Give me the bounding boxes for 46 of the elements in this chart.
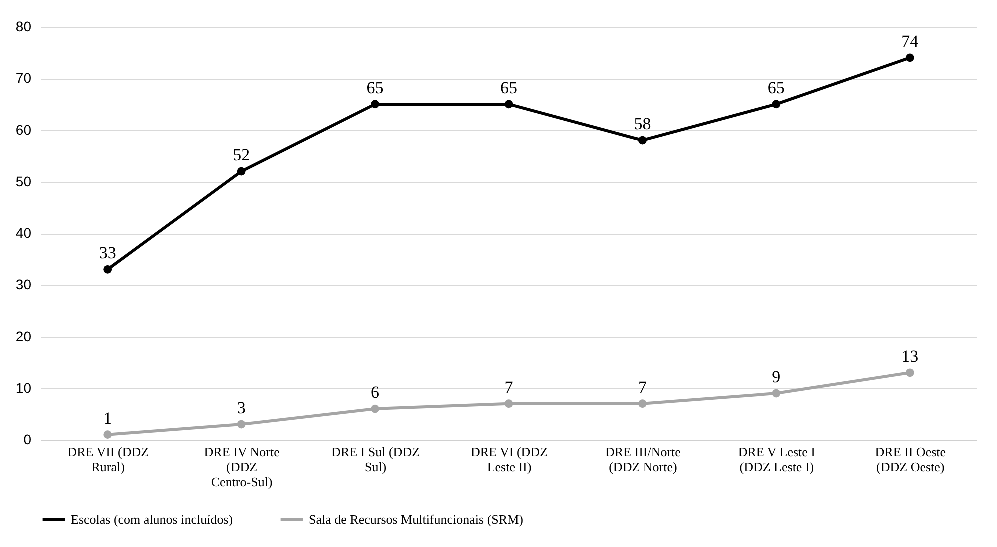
y-tick-label: 30 — [16, 276, 32, 293]
point — [504, 100, 514, 109]
y-tick-label: 50 — [16, 173, 32, 190]
point — [638, 400, 647, 408]
x-tick-label: DRE I Sul (DDZ Sul) — [332, 444, 420, 474]
x-tick-label: DRE II Oeste (DDZ Oeste) — [875, 444, 946, 474]
point — [237, 167, 246, 176]
y-tick-label: 60 — [16, 122, 32, 138]
y-tick-label: 70 — [16, 70, 32, 86]
data-label: 9 — [772, 368, 781, 387]
data-label: 3 — [237, 398, 246, 418]
data-label: 65 — [500, 78, 518, 98]
y-tick-label: 80 — [16, 18, 32, 34]
data-label: 7 — [638, 378, 648, 397]
point — [104, 430, 112, 440]
x-tick-label: DRE V Leste I (DDZ Leste I) — [738, 444, 816, 474]
data-label: 13 — [902, 346, 919, 366]
point — [906, 54, 914, 62]
data-label: 58 — [634, 114, 652, 134]
data-label: 1 — [104, 408, 112, 428]
point — [237, 420, 246, 429]
x-tick-label: DRE IV Norte (DDZ Centro-Sul) — [204, 444, 280, 490]
data-label: 7 — [504, 378, 514, 397]
y-tick-label: 10 — [16, 380, 32, 396]
data-label: 65 — [768, 78, 785, 98]
x-tick-label: DRE III/Norte (DDZ Norte) — [605, 444, 682, 474]
y-tick-label: 20 — [16, 328, 32, 344]
data-label: 52 — [233, 146, 250, 165]
point — [371, 100, 380, 109]
point — [504, 400, 514, 408]
data-label: 65 — [366, 78, 384, 98]
legend-label: Escolas (com alunos incluídos) — [71, 512, 234, 527]
x-tick-label: DRE VI (DDZ Leste II) — [470, 444, 548, 474]
point — [371, 404, 380, 414]
point — [772, 100, 781, 109]
y-tick-label: 0 — [24, 432, 32, 448]
legend-label: Sala de Recursos Multifuncionais (SRM) — [309, 512, 524, 527]
x-tick-label: DRE VII (DDZ Rural) — [68, 444, 150, 474]
data-label: 33 — [99, 244, 116, 263]
point — [638, 136, 647, 145]
point — [906, 368, 914, 378]
point — [772, 389, 781, 398]
point — [104, 265, 112, 274]
data-label: 6 — [371, 383, 380, 402]
y-tick-label: 40 — [16, 225, 32, 241]
data-label: 74 — [902, 32, 920, 51]
